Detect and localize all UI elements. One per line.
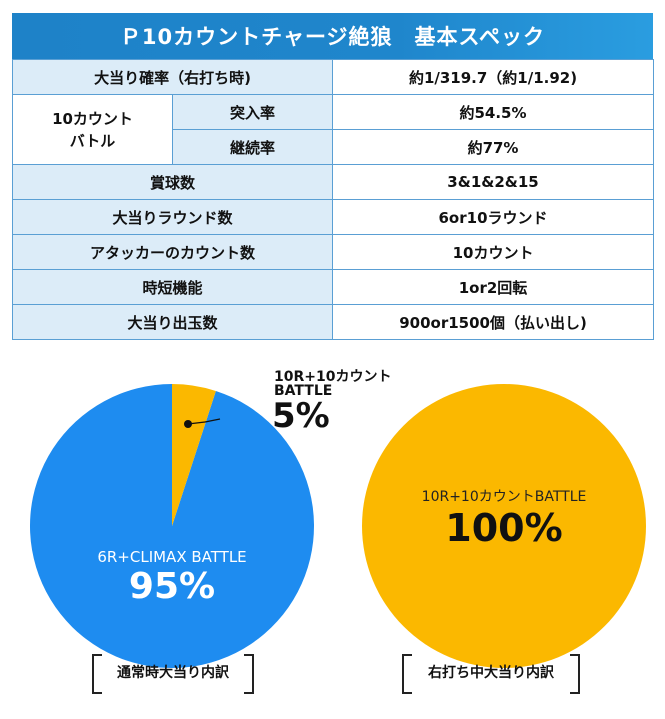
table-row: アタッカーのカウント数 10カウント (11, 234, 655, 270)
table-cell-value: 約54.5% (332, 94, 655, 130)
table-row: 10カウント バトル 突入率 約54.5% (12, 94, 655, 165)
table-cell-value: 1or2回転 (332, 269, 655, 305)
pie-right-label: 10R+10カウントBATTLE (421, 489, 587, 505)
table-row: 大当り確率（右打ち時) 約1/319.7（約1/1.92) (11, 59, 655, 95)
table-cell-value: 3&1&2&15 (332, 164, 655, 200)
group-label-line2: バトル (69, 131, 116, 150)
table-cell-group-label: 10カウント バトル (12, 94, 173, 165)
pie-left-callout-line1: 10R+10カウント (274, 369, 392, 385)
table-cell-value: 約77% (332, 129, 655, 165)
table-cell-label: 突入率 (171, 94, 334, 130)
table-cell-label: 賞球数 (11, 164, 334, 200)
pie-right-caption: 右打ち中大当り内訳 (402, 654, 580, 694)
callout-leader-line-inner (187, 421, 206, 425)
table-row: 大当りラウンド数 6or10ラウンド (11, 199, 655, 235)
table-cell-value: 10カウント (332, 234, 655, 270)
pie-right-caption-text: 右打ち中大当り内訳 (428, 665, 554, 681)
spec-table: 大当り確率（右打ち時) 約1/319.7（約1/1.92) 10カウント バトル… (11, 59, 655, 340)
callout-leader-line (204, 418, 221, 423)
pie-right-percent: 100% (445, 506, 563, 550)
pie-slice-10r-count-full (362, 384, 646, 668)
table-cell-label: 大当りラウンド数 (11, 199, 334, 235)
pie-left-caption: 通常時大当り内訳 (92, 654, 254, 694)
table-row: 時短機能 1or2回転 (11, 269, 655, 305)
table-cell-value: 約1/319.7（約1/1.92) (332, 59, 655, 95)
normal-breakdown-pie (30, 384, 314, 668)
table-cell-label: 継続率 (171, 129, 334, 165)
table-cell-label: 大当り出玉数 (11, 304, 334, 340)
spec-title-banner: Ｐ10カウントチャージ絶狼 基本スペック (12, 13, 653, 59)
pie-left-caption-text: 通常時大当り内訳 (117, 665, 229, 681)
table-cell-label: アタッカーのカウント数 (11, 234, 334, 270)
table-row: 大当り出玉数 900or1500個（払い出し) (11, 304, 655, 340)
pie-slice-6r-climax (30, 384, 314, 668)
pie-left-major-label: 6R+CLIMAX BATTLE (97, 548, 247, 566)
table-row: 賞球数 3&1&2&15 (11, 164, 655, 200)
pie-left-callout-percent: 5% (272, 396, 330, 436)
group-label-line1: 10カウント (52, 109, 133, 128)
pie-slice-10r-count (172, 384, 216, 526)
table-row: 継続率 約77% (13, 129, 655, 165)
table-cell-value: 900or1500個（払い出し) (332, 304, 655, 340)
table-cell-value: 6or10ラウンド (332, 199, 655, 235)
table-cell-label: 時短機能 (11, 269, 334, 305)
spec-title: Ｐ10カウントチャージ絶狼 基本スペック (119, 25, 546, 49)
pie-left-major-percent: 95% (128, 566, 216, 607)
right-hit-breakdown-pie (362, 384, 646, 668)
pie-left-callout-line2: BATTLE (274, 383, 333, 399)
table-cell-label: 大当り確率（右打ち時) (11, 59, 334, 95)
